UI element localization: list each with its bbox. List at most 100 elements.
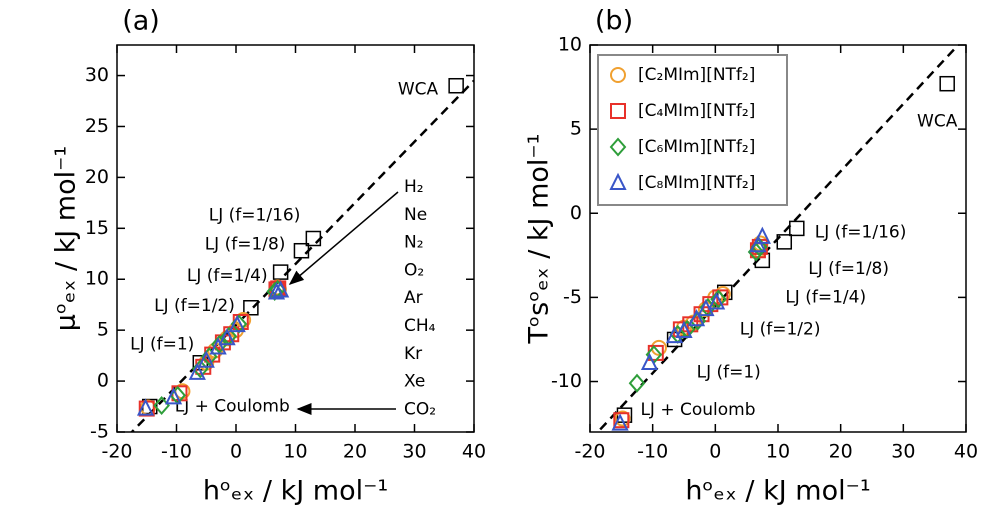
marker-triangle (188, 362, 206, 380)
marker-triangle (675, 320, 693, 339)
gas-label: Kr (404, 344, 422, 364)
y-tick-label: 10 (85, 268, 109, 290)
y-tick-label: 20 (85, 166, 109, 188)
x-tick-label: 0 (230, 441, 242, 463)
point-label: LJ (f=1/2) (740, 319, 821, 339)
marker-triangle (749, 234, 767, 253)
y-tick-label: 25 (85, 115, 109, 137)
x-tick-label: 10 (766, 441, 790, 463)
marker-square (610, 103, 626, 119)
x-tick-label: 20 (343, 441, 367, 463)
y-tick-label: -10 (551, 370, 582, 392)
legend-label: [C₄MIm][NTf₂] (638, 101, 755, 121)
fit-line (130, 79, 474, 432)
panel-title: (b) (595, 6, 633, 37)
marker-triangle (228, 314, 246, 333)
marker-diamond (628, 373, 646, 393)
x-tick-label: 20 (829, 441, 853, 463)
marker-circle (614, 410, 631, 427)
x-tick-label: -10 (161, 441, 192, 463)
plot-frame (116, 44, 475, 433)
x-tick-label: 40 (462, 441, 486, 463)
point-label: LJ (f=1) (130, 335, 194, 355)
point-label: LJ (f=1/16) (815, 222, 907, 242)
point-label: LJ (f=1/8) (808, 259, 889, 279)
x-tick-label: -10 (637, 441, 668, 463)
marker-diamond (710, 289, 727, 309)
marker-diamond (609, 137, 627, 157)
marker-triangle (707, 292, 726, 310)
legend-box (597, 54, 788, 206)
gas-label: Ne (404, 205, 427, 225)
x-tick-label: 0 (709, 441, 721, 463)
marker-square (293, 242, 310, 259)
gas-label: Xe (404, 372, 425, 392)
y-tick-label: -5 (563, 286, 582, 308)
y-tick-label: 5 (97, 319, 109, 341)
x-tick-label: 30 (402, 441, 426, 463)
marker-triangle (665, 325, 684, 344)
gas-label: CO₂ (404, 399, 436, 419)
point-label: WCA (917, 112, 958, 132)
point-label: LJ (f=1/4) (187, 266, 268, 286)
x-tick-label: 40 (954, 441, 978, 463)
y-tick-label: 0 (97, 370, 109, 392)
point-label: LJ (f=1/2) (154, 296, 235, 316)
marker-triangle (218, 328, 236, 346)
y-tick-label: 10 (558, 34, 582, 56)
marker-triangle (272, 280, 290, 298)
marker-triangle (611, 413, 629, 431)
x-tick-label: 10 (283, 441, 307, 463)
marker-square (613, 412, 630, 429)
marker-circle (610, 67, 626, 83)
y-axis-label: Tᵒsᵒₑₓ / kJ mol⁻¹ (524, 134, 555, 345)
marker-triangle (609, 172, 627, 190)
x-tick-label: 30 (891, 441, 915, 463)
plot-frame (589, 44, 967, 433)
gas-label: O₂ (404, 260, 424, 280)
gas-label: Ar (404, 288, 423, 308)
legend-label: [C₈MIm][NTf₂] (638, 173, 755, 193)
arrow (288, 191, 399, 285)
marker-triangle (209, 337, 227, 355)
x-tick-label: -20 (101, 441, 132, 463)
panel-title: (a) (122, 6, 160, 37)
marker-square (305, 230, 322, 247)
marker-triangle (197, 350, 215, 368)
marker-square (272, 264, 289, 280)
marker-square (776, 234, 793, 250)
point-label: LJ (f=1/4) (785, 287, 866, 307)
x-tick-label: -20 (574, 441, 605, 463)
marker-triangle (136, 398, 155, 416)
point-label: LJ (f=1/16) (209, 206, 301, 226)
marker-square (448, 77, 464, 94)
marker-triangle (753, 226, 771, 244)
marker-triangle (697, 298, 715, 317)
point-label: LJ (f=1/8) (205, 235, 286, 255)
gas-label: N₂ (404, 233, 424, 253)
legend-label: [C₆MIm][NTf₂] (638, 137, 755, 157)
x-axis-label: hᵒₑₓ / kJ mol⁻¹ (685, 476, 870, 507)
point-label: LJ (f=1) (697, 362, 761, 382)
marker-triangle (164, 387, 183, 405)
y-tick-label: 15 (85, 217, 109, 239)
y-axis-label: μᵒₑₓ / kJ mol⁻¹ (51, 146, 82, 331)
marker-triangle (267, 282, 286, 300)
y-tick-label: 5 (570, 118, 582, 140)
point-label: LJ + Coulomb (640, 400, 755, 420)
y-tick-label: 0 (570, 202, 582, 224)
gas-label: H₂ (404, 177, 424, 197)
y-tick-label: 30 (85, 64, 109, 86)
marker-square (939, 75, 955, 92)
plot-area (130, 79, 474, 432)
marker-square (243, 300, 259, 316)
y-tick-label: -5 (90, 421, 109, 443)
marker-diamond (211, 334, 228, 354)
marker-square (789, 220, 805, 237)
marker-triangle (687, 309, 706, 327)
point-label: WCA (398, 80, 439, 100)
legend-label: [C₂MIm][NTf₂] (638, 65, 755, 85)
point-label: LJ + Coulomb (175, 397, 290, 417)
marker-triangle (640, 352, 659, 371)
